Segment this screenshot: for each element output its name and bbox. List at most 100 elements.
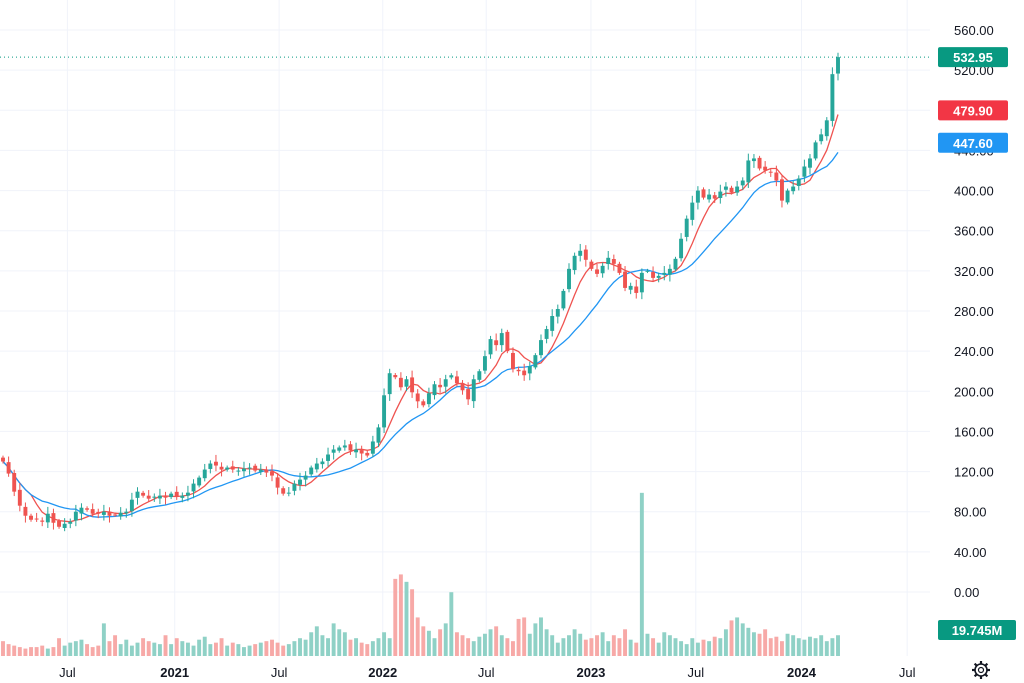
volume-tag xyxy=(938,620,1016,640)
volume-bar xyxy=(73,641,78,656)
candle-body xyxy=(712,195,717,199)
volume-bar xyxy=(785,633,790,656)
candlesticks xyxy=(1,52,840,532)
candle-body xyxy=(763,166,768,171)
candle-body xyxy=(6,462,11,474)
candle-body xyxy=(57,520,62,527)
candle-body xyxy=(499,333,504,346)
volume-bar xyxy=(85,644,90,656)
candle-body xyxy=(482,356,487,371)
volume-bar xyxy=(393,578,398,656)
candle-body xyxy=(779,179,784,201)
candle-body xyxy=(684,218,689,237)
volume-bar xyxy=(258,642,263,656)
volume-bar xyxy=(482,633,487,656)
candle-body xyxy=(527,366,532,374)
candle-body xyxy=(567,268,571,290)
candle-body xyxy=(174,491,179,497)
volume-bar xyxy=(23,648,28,656)
candle-body xyxy=(443,379,448,387)
volume-bar xyxy=(152,642,157,656)
volume-label: 19.745M xyxy=(952,623,1003,638)
candle-body xyxy=(320,461,325,465)
volume-bar xyxy=(707,641,712,656)
candle-body xyxy=(354,449,359,453)
volume-bar xyxy=(298,638,302,656)
candle-body xyxy=(169,493,174,498)
volume-bar xyxy=(477,636,482,656)
x-tick-label: Jul xyxy=(687,665,704,680)
candle-body xyxy=(298,479,302,485)
candle-body xyxy=(208,463,213,469)
candle-body xyxy=(410,377,415,393)
volume-bar xyxy=(438,629,443,656)
volume-bar xyxy=(544,629,549,656)
candle-body xyxy=(230,466,235,470)
gear-hole xyxy=(977,666,985,674)
volume-bar xyxy=(365,644,370,656)
x-tick-label: Jul xyxy=(271,665,288,680)
candle-body xyxy=(449,375,454,378)
candle-body xyxy=(522,370,527,376)
volume-bar xyxy=(611,635,616,656)
y-tick-label: 280.00 xyxy=(954,304,994,319)
volume-bar xyxy=(729,620,734,656)
candle-body xyxy=(62,523,67,528)
volume-bar xyxy=(415,617,420,656)
volume-bar xyxy=(690,638,695,656)
candle-body xyxy=(398,377,403,388)
price-axis[interactable]: 0.00 40.00 80.00 120.00 160.00 200.00 240.00 28… xyxy=(954,23,994,600)
volume-bar xyxy=(824,641,829,656)
volume-bar xyxy=(662,632,667,656)
candle-body xyxy=(12,472,17,492)
candle-body xyxy=(611,259,616,264)
volume-bar xyxy=(113,635,118,656)
volume-bar xyxy=(320,635,325,656)
last-price-label: 532.95 xyxy=(953,50,993,65)
time-axis[interactable]: Jul 2021 Jul 2022 Jul 2023 Jul 2024 Jul xyxy=(59,665,916,680)
candle-body xyxy=(29,515,33,520)
last-price-tag xyxy=(938,47,1008,68)
volume-bar xyxy=(40,645,45,656)
volume-bar xyxy=(572,629,577,656)
volume-bar xyxy=(247,645,252,656)
volume-bar xyxy=(578,633,583,656)
candle-body xyxy=(662,272,667,275)
candle-body xyxy=(802,166,807,177)
volume-bar xyxy=(359,642,364,656)
volume-bar xyxy=(326,638,330,656)
candle-body xyxy=(836,57,840,74)
volume-bar xyxy=(746,627,751,656)
volume-bar xyxy=(471,641,476,656)
settings-gear-icon[interactable] xyxy=(972,661,990,679)
y-tick-label: 560.00 xyxy=(954,23,994,38)
candle-body xyxy=(309,467,314,475)
volume-bar xyxy=(533,623,538,656)
candle-body xyxy=(785,190,790,203)
volume-bar xyxy=(225,645,230,656)
candle-body xyxy=(539,340,543,356)
volume-bar xyxy=(404,581,409,656)
candle-body xyxy=(247,467,252,469)
candle-body xyxy=(421,401,426,406)
volume-bar xyxy=(499,635,504,656)
volume-bar xyxy=(443,623,448,656)
candle-body xyxy=(45,513,50,523)
volume-bar xyxy=(712,636,717,656)
volume-bar xyxy=(645,633,650,656)
y-tick-label: 160.00 xyxy=(954,424,994,439)
volume-bar xyxy=(763,629,768,656)
volume-bar xyxy=(623,629,628,656)
volume-bar xyxy=(45,648,50,656)
volume-bar xyxy=(460,635,465,656)
candle-body xyxy=(382,395,387,428)
x-tick-label: 2022 xyxy=(368,665,397,680)
volume-bar xyxy=(219,638,224,656)
y-tick-label: 0.00 xyxy=(954,585,979,600)
volume-bar xyxy=(197,639,202,656)
candle-body xyxy=(202,469,207,479)
y-tick-label: 240.00 xyxy=(954,344,994,359)
volume-bar xyxy=(606,641,611,656)
candle-body xyxy=(370,441,375,454)
